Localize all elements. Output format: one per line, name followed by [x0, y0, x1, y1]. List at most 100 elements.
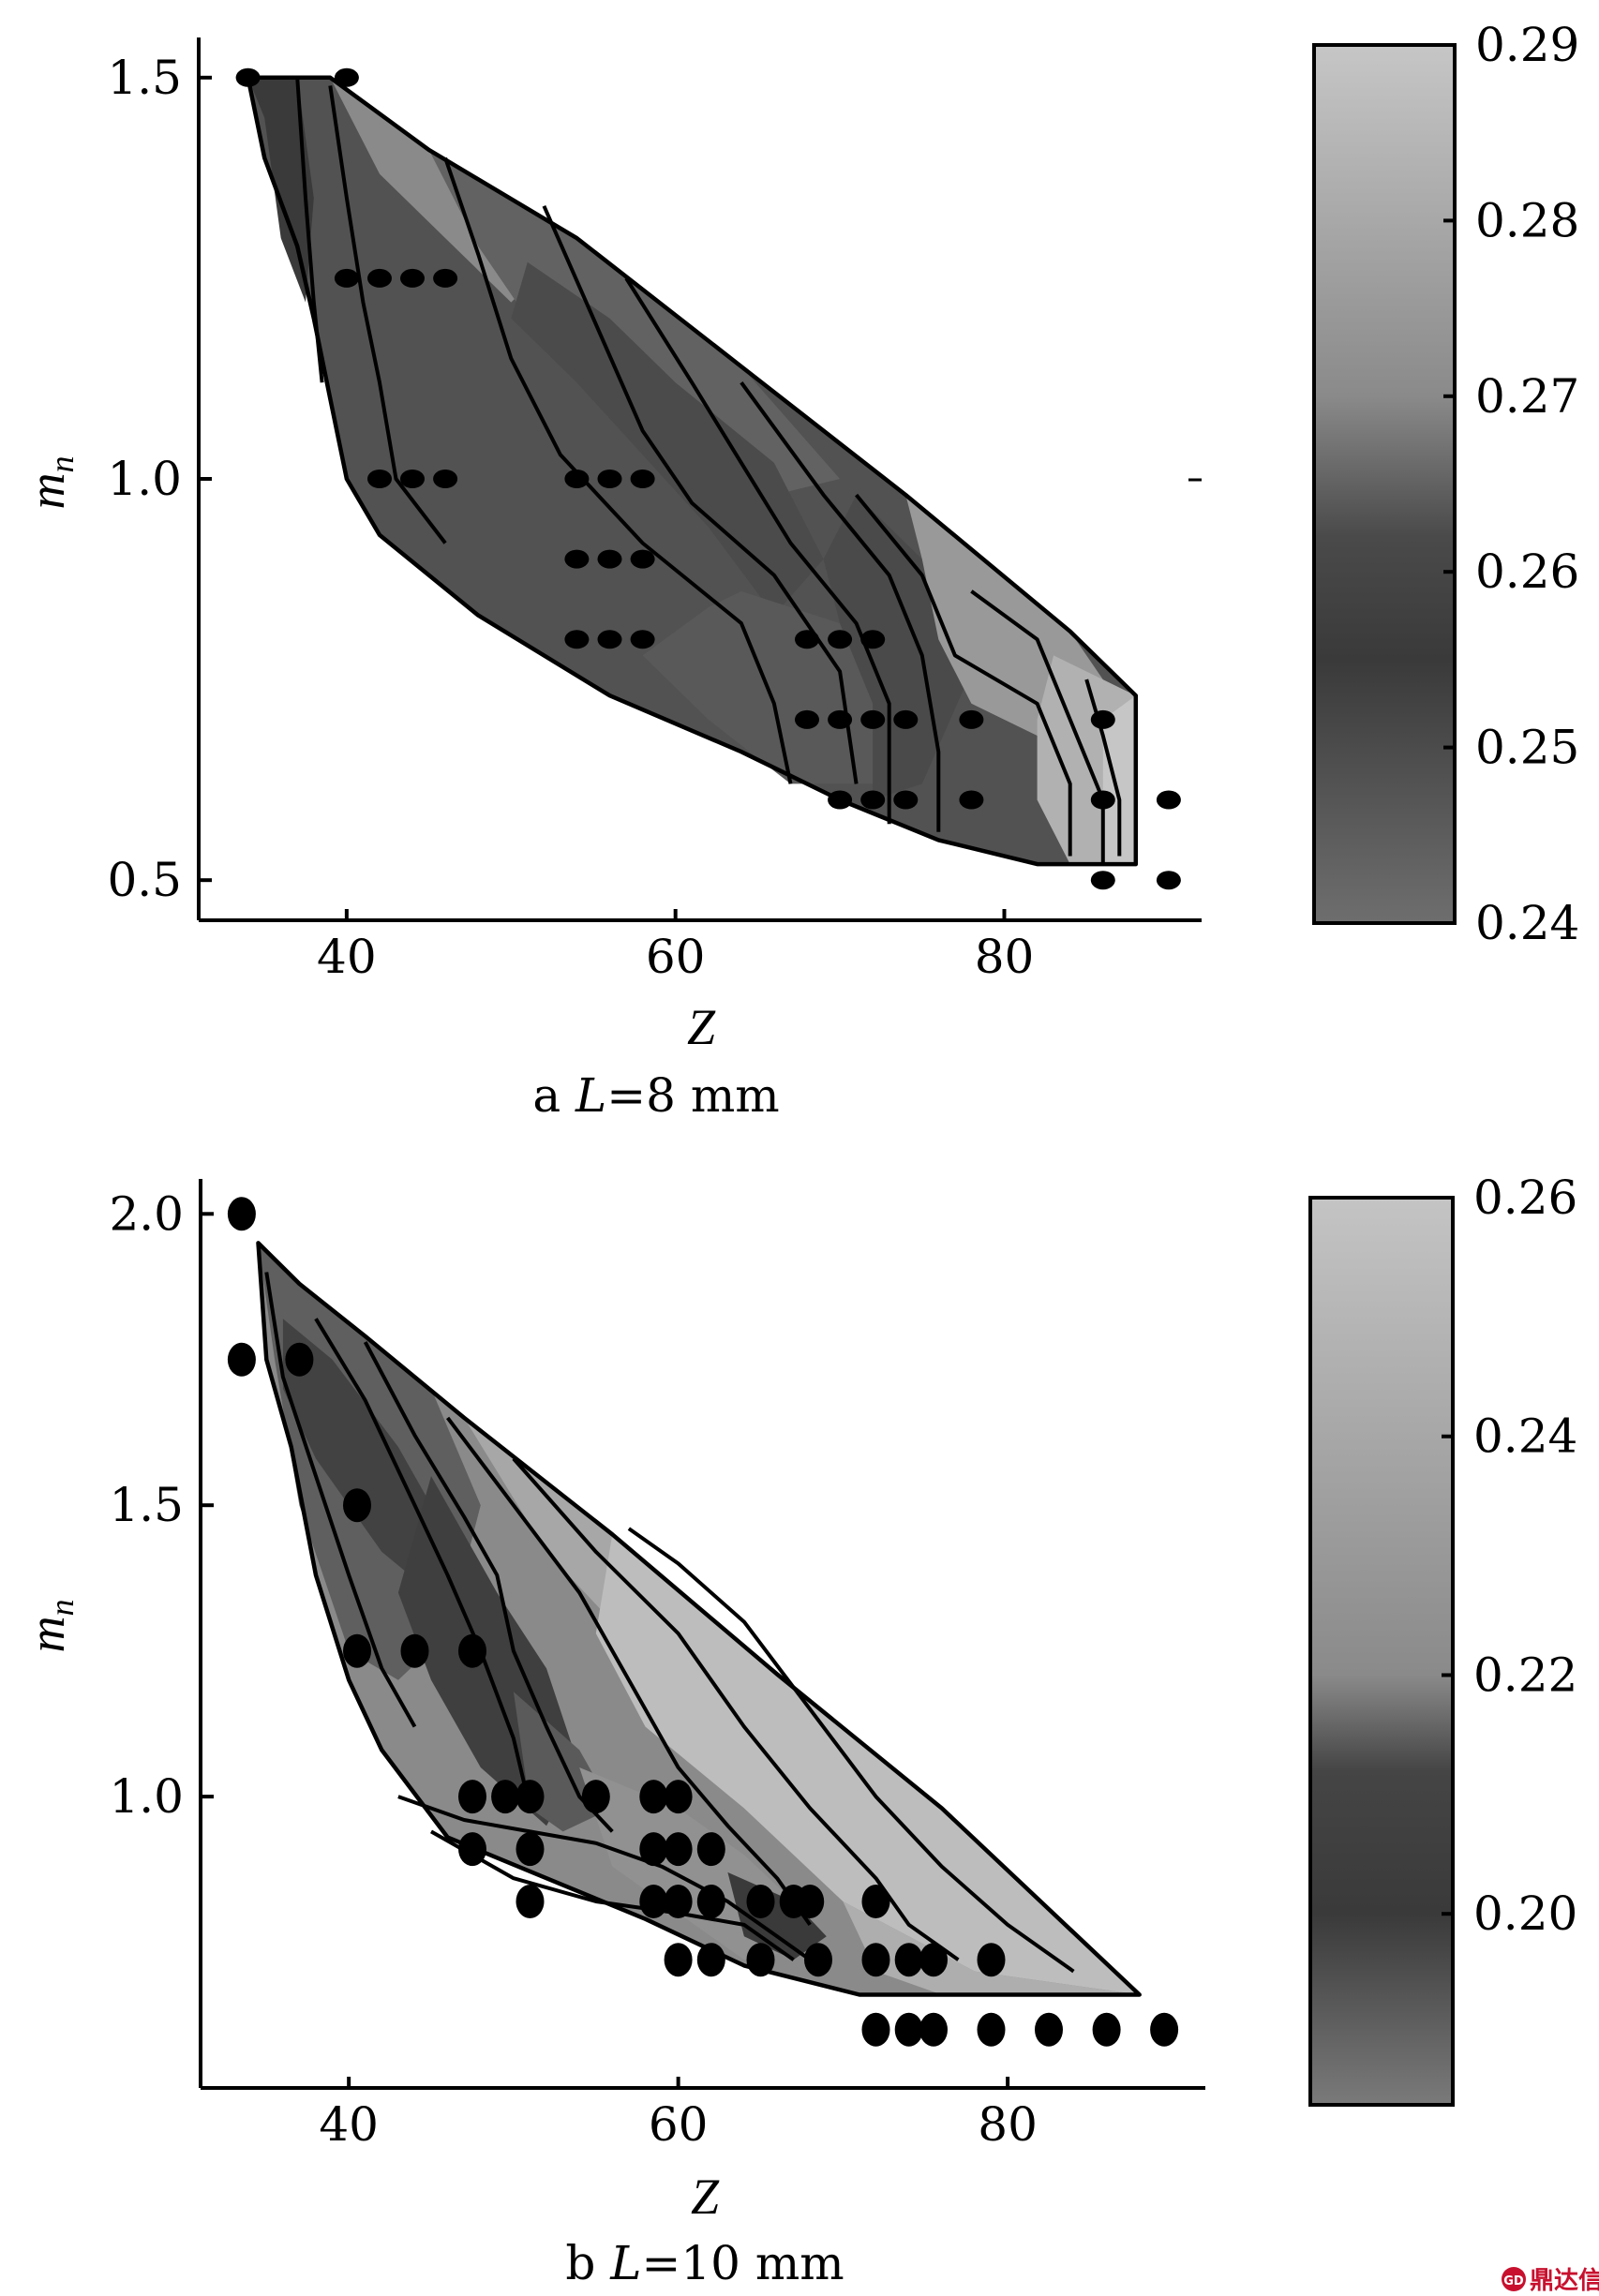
contour-plot-b: 40 60 801.01.52.0 Z mn b L=10 mm 0.200.220…	[19, 1170, 1577, 2290]
data-point	[285, 1342, 314, 1377]
colorbar-gradient	[1312, 43, 1457, 925]
data-point	[597, 630, 622, 649]
data-point	[343, 1633, 371, 1668]
y-axis-label-main-a: m	[19, 473, 75, 510]
data-point	[796, 1885, 825, 1918]
data-point	[804, 1943, 832, 1977]
plot-area-b	[227, 1197, 1179, 2047]
data-point	[664, 1780, 693, 1814]
data-point	[516, 1780, 545, 1814]
data-point	[795, 709, 819, 729]
contour-region-outline	[246, 75, 1139, 867]
data-point	[1090, 709, 1115, 729]
contour-line-6	[397, 1795, 812, 1961]
y-axis-label-sub-a: n	[43, 456, 81, 473]
y-tick-label: 0.5	[107, 853, 182, 907]
colorbar-gradient	[1308, 1196, 1455, 2107]
data-point	[639, 1832, 668, 1867]
contour-lines-a	[246, 75, 1139, 867]
data-point	[630, 549, 655, 569]
contour-line-3	[446, 1416, 812, 1927]
watermark-icon	[1502, 2267, 1526, 2291]
contour-line-5	[740, 381, 941, 832]
data-point	[564, 630, 590, 649]
data-point	[400, 470, 425, 488]
data-points-a	[235, 67, 1181, 890]
data-point	[581, 1780, 610, 1814]
data-point	[400, 1633, 429, 1668]
x-axis-label-a: Z	[687, 999, 716, 1055]
contour-line-4	[624, 276, 891, 825]
x-tick-label: 40	[319, 2097, 379, 2152]
contour-line-1	[328, 85, 447, 544]
axis-ticks-a: 40 60 80 0.5 1.0 1.5	[107, 51, 1034, 984]
data-point	[977, 2012, 1006, 2047]
caption-rest-a: =8 mm	[606, 1068, 779, 1123]
contour-lines-b	[256, 1241, 1142, 1997]
contour-line-3	[542, 204, 859, 784]
data-point	[894, 2012, 923, 2047]
data-point	[564, 470, 590, 488]
data-point	[564, 549, 590, 569]
y-tick-label: 1.0	[109, 1769, 184, 1824]
caption-a: a L=8 mm	[532, 1068, 779, 1123]
contour-band-8	[1102, 695, 1136, 865]
data-point	[516, 1885, 545, 1918]
data-point	[1090, 790, 1115, 810]
y-axis-label-sub-b: n	[43, 1600, 81, 1617]
data-point	[860, 630, 886, 649]
data-point	[1090, 871, 1115, 890]
caption-letter-a: a	[532, 1068, 560, 1123]
data-point	[630, 470, 655, 488]
colorbar-tick-label: 0.24	[1473, 1409, 1577, 1464]
contour-plot-a: 40 60 800.51.01.5 Z mn a L=8 mm 0.240.250.…	[19, 18, 1579, 1123]
data-point	[367, 268, 392, 288]
contour-line-2	[363, 1341, 614, 1833]
colorbar-tick-label: 0.28	[1475, 193, 1579, 247]
data-point	[746, 1943, 775, 1977]
caption-var-b: L	[609, 2236, 641, 2290]
data-point	[639, 1780, 668, 1814]
data-point	[334, 268, 359, 288]
contour-band-2	[428, 149, 841, 503]
data-point	[1092, 2012, 1121, 2047]
data-point	[400, 268, 425, 288]
data-point	[861, 2012, 890, 2047]
data-point	[959, 790, 984, 810]
data-point	[861, 1885, 890, 1918]
contour-line-7	[970, 589, 1105, 865]
colorbar-tick-label: 0.29	[1475, 18, 1579, 72]
contour-line-8	[1084, 678, 1122, 857]
data-point	[227, 1342, 256, 1377]
x-tick-label: 60	[649, 2097, 709, 2152]
colorbar-tick-label: 0.25	[1475, 721, 1579, 775]
data-point	[458, 1780, 486, 1814]
y-tick-label: 1.5	[109, 1478, 184, 1532]
watermark-logo: GD 鼎达信	[1502, 2267, 1599, 2295]
y-axis-label-main-b: m	[19, 1617, 75, 1653]
contour-line-4	[512, 1457, 960, 1961]
data-point	[1156, 871, 1181, 890]
data-point	[696, 1885, 725, 1918]
data-point	[639, 1885, 668, 1918]
data-point	[795, 630, 819, 649]
colorbar-b: 0.20 0.22 0.24 0.26	[1308, 1170, 1577, 2107]
data-point	[959, 709, 984, 729]
data-point	[828, 630, 853, 649]
axes-b	[199, 1179, 1205, 2090]
contour-line-0	[264, 1272, 417, 1728]
colorbar-a: 0.24 0.25 0.26 0.27 0.28 0.29	[1312, 18, 1579, 950]
watermark-text: 鼎达信	[1530, 2267, 1599, 2295]
axis-ticks-b: 40 60 80 1.0 1.5 2.0	[109, 1186, 1037, 2152]
data-point	[1035, 2012, 1063, 2047]
data-point	[894, 1943, 923, 1977]
y-axis-label-a: mn	[19, 456, 81, 510]
contour-region-outline	[256, 1241, 1142, 1997]
data-point	[491, 1780, 520, 1814]
contour-line-1	[314, 1318, 532, 1809]
contour-band-1	[282, 1319, 448, 1593]
data-point	[630, 630, 655, 649]
x-tick-label: 80	[975, 930, 1035, 984]
data-point	[334, 67, 359, 87]
